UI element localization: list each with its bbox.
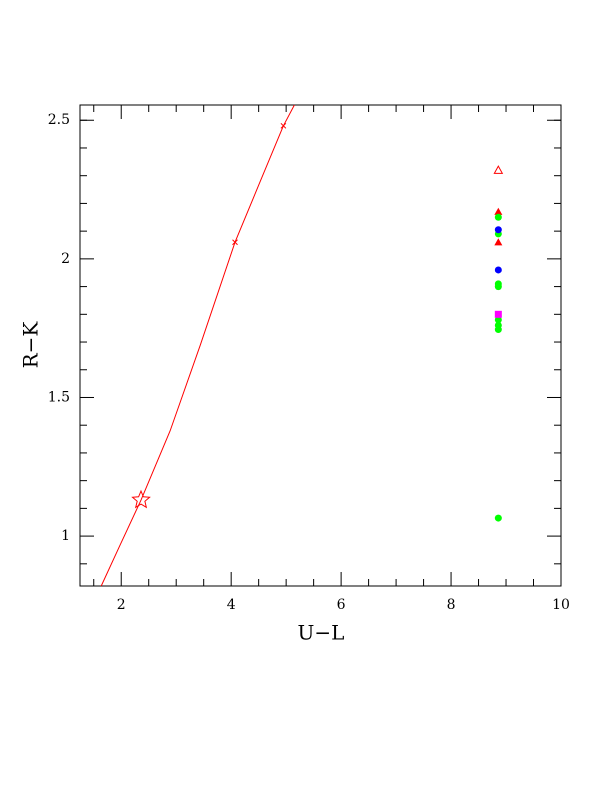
- curve: [100, 104, 295, 587]
- point: [494, 283, 502, 291]
- point: [280, 122, 287, 129]
- y-tick-label: 2.5: [48, 112, 70, 128]
- point: [494, 207, 503, 215]
- point: [494, 213, 502, 221]
- point: [232, 239, 238, 246]
- x-tick-label: 2: [117, 597, 126, 613]
- y-tick-label: 1: [61, 528, 70, 544]
- y-axis-title: R−K: [19, 321, 43, 369]
- point: [493, 165, 504, 174]
- point: [494, 226, 502, 234]
- y-tick-label: 1.5: [48, 389, 70, 405]
- x-tick-label: 4: [227, 597, 236, 613]
- point: [494, 326, 502, 334]
- point: [494, 266, 502, 274]
- x-tick-label: 6: [337, 597, 346, 613]
- x-tick-label: 8: [447, 597, 456, 613]
- x-axis-title: U−L: [298, 621, 345, 645]
- point: [494, 310, 502, 318]
- plot-frame: [79, 104, 562, 587]
- point: [494, 316, 502, 324]
- x-tick-label: 10: [552, 597, 570, 613]
- point: [494, 238, 503, 246]
- point: [494, 514, 502, 522]
- point: [131, 489, 151, 509]
- y-tick-label: 2: [61, 251, 70, 267]
